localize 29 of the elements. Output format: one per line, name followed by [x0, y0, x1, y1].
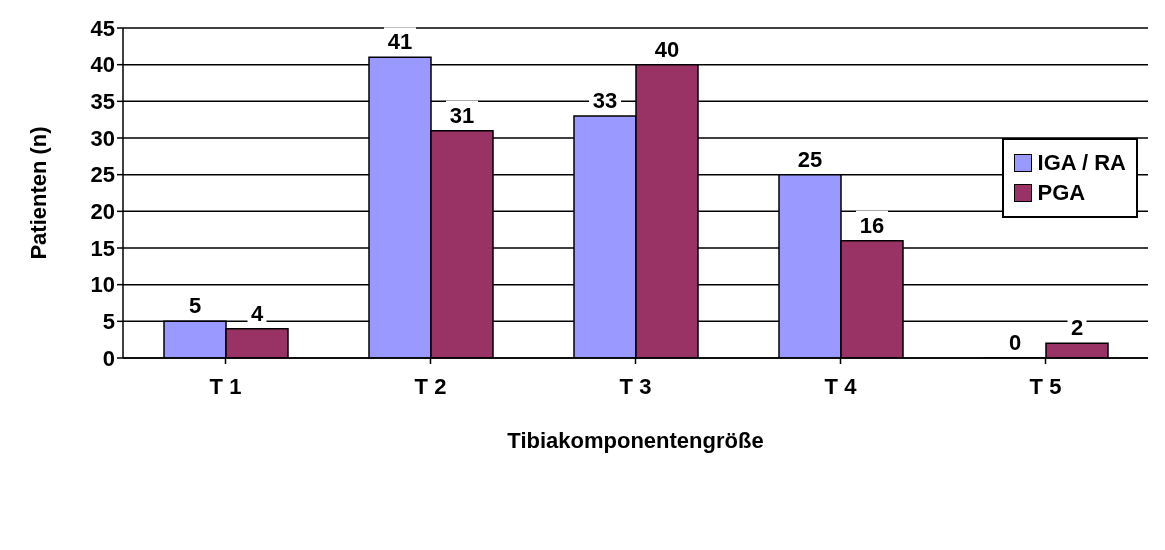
x-tick-label: T 4 — [824, 373, 858, 399]
data-label: 31 — [449, 102, 475, 128]
data-label: 16 — [859, 212, 885, 238]
y-tick-label: 20 — [90, 199, 115, 225]
data-label: 33 — [592, 88, 618, 113]
y-axis-title: Patienten (n) — [25, 126, 51, 260]
data-label: 2 — [1070, 315, 1084, 341]
x-tick-label: T 5 — [1029, 373, 1062, 399]
data-label: 0 — [1008, 329, 1022, 355]
y-tick-label: 45 — [90, 15, 115, 41]
legend-label: IGA / RA — [1037, 150, 1126, 176]
y-tick-label: 40 — [90, 52, 115, 78]
y-tick-label: 0 — [102, 345, 115, 371]
data-label: 41 — [387, 29, 413, 55]
y-tick-label: 15 — [90, 235, 115, 261]
y-tick-label: 10 — [90, 272, 115, 298]
x-tick-label: T 1 — [209, 373, 242, 399]
y-tick-label: 35 — [90, 89, 115, 115]
data-label: 40 — [654, 36, 680, 62]
data-label: 25 — [797, 146, 823, 172]
x-axis-title: Tibiakomponentengröße — [507, 428, 764, 453]
legend-label: PGA — [1037, 180, 1086, 206]
y-tick-label: 5 — [102, 309, 115, 335]
y-tick-label: 25 — [90, 162, 115, 188]
y-tick-label: 30 — [90, 125, 115, 151]
x-tick-label: T 3 — [619, 373, 652, 399]
x-tick-label: T 2 — [414, 373, 447, 399]
data-label: 5 — [188, 293, 202, 319]
data-label: 4 — [250, 300, 264, 326]
